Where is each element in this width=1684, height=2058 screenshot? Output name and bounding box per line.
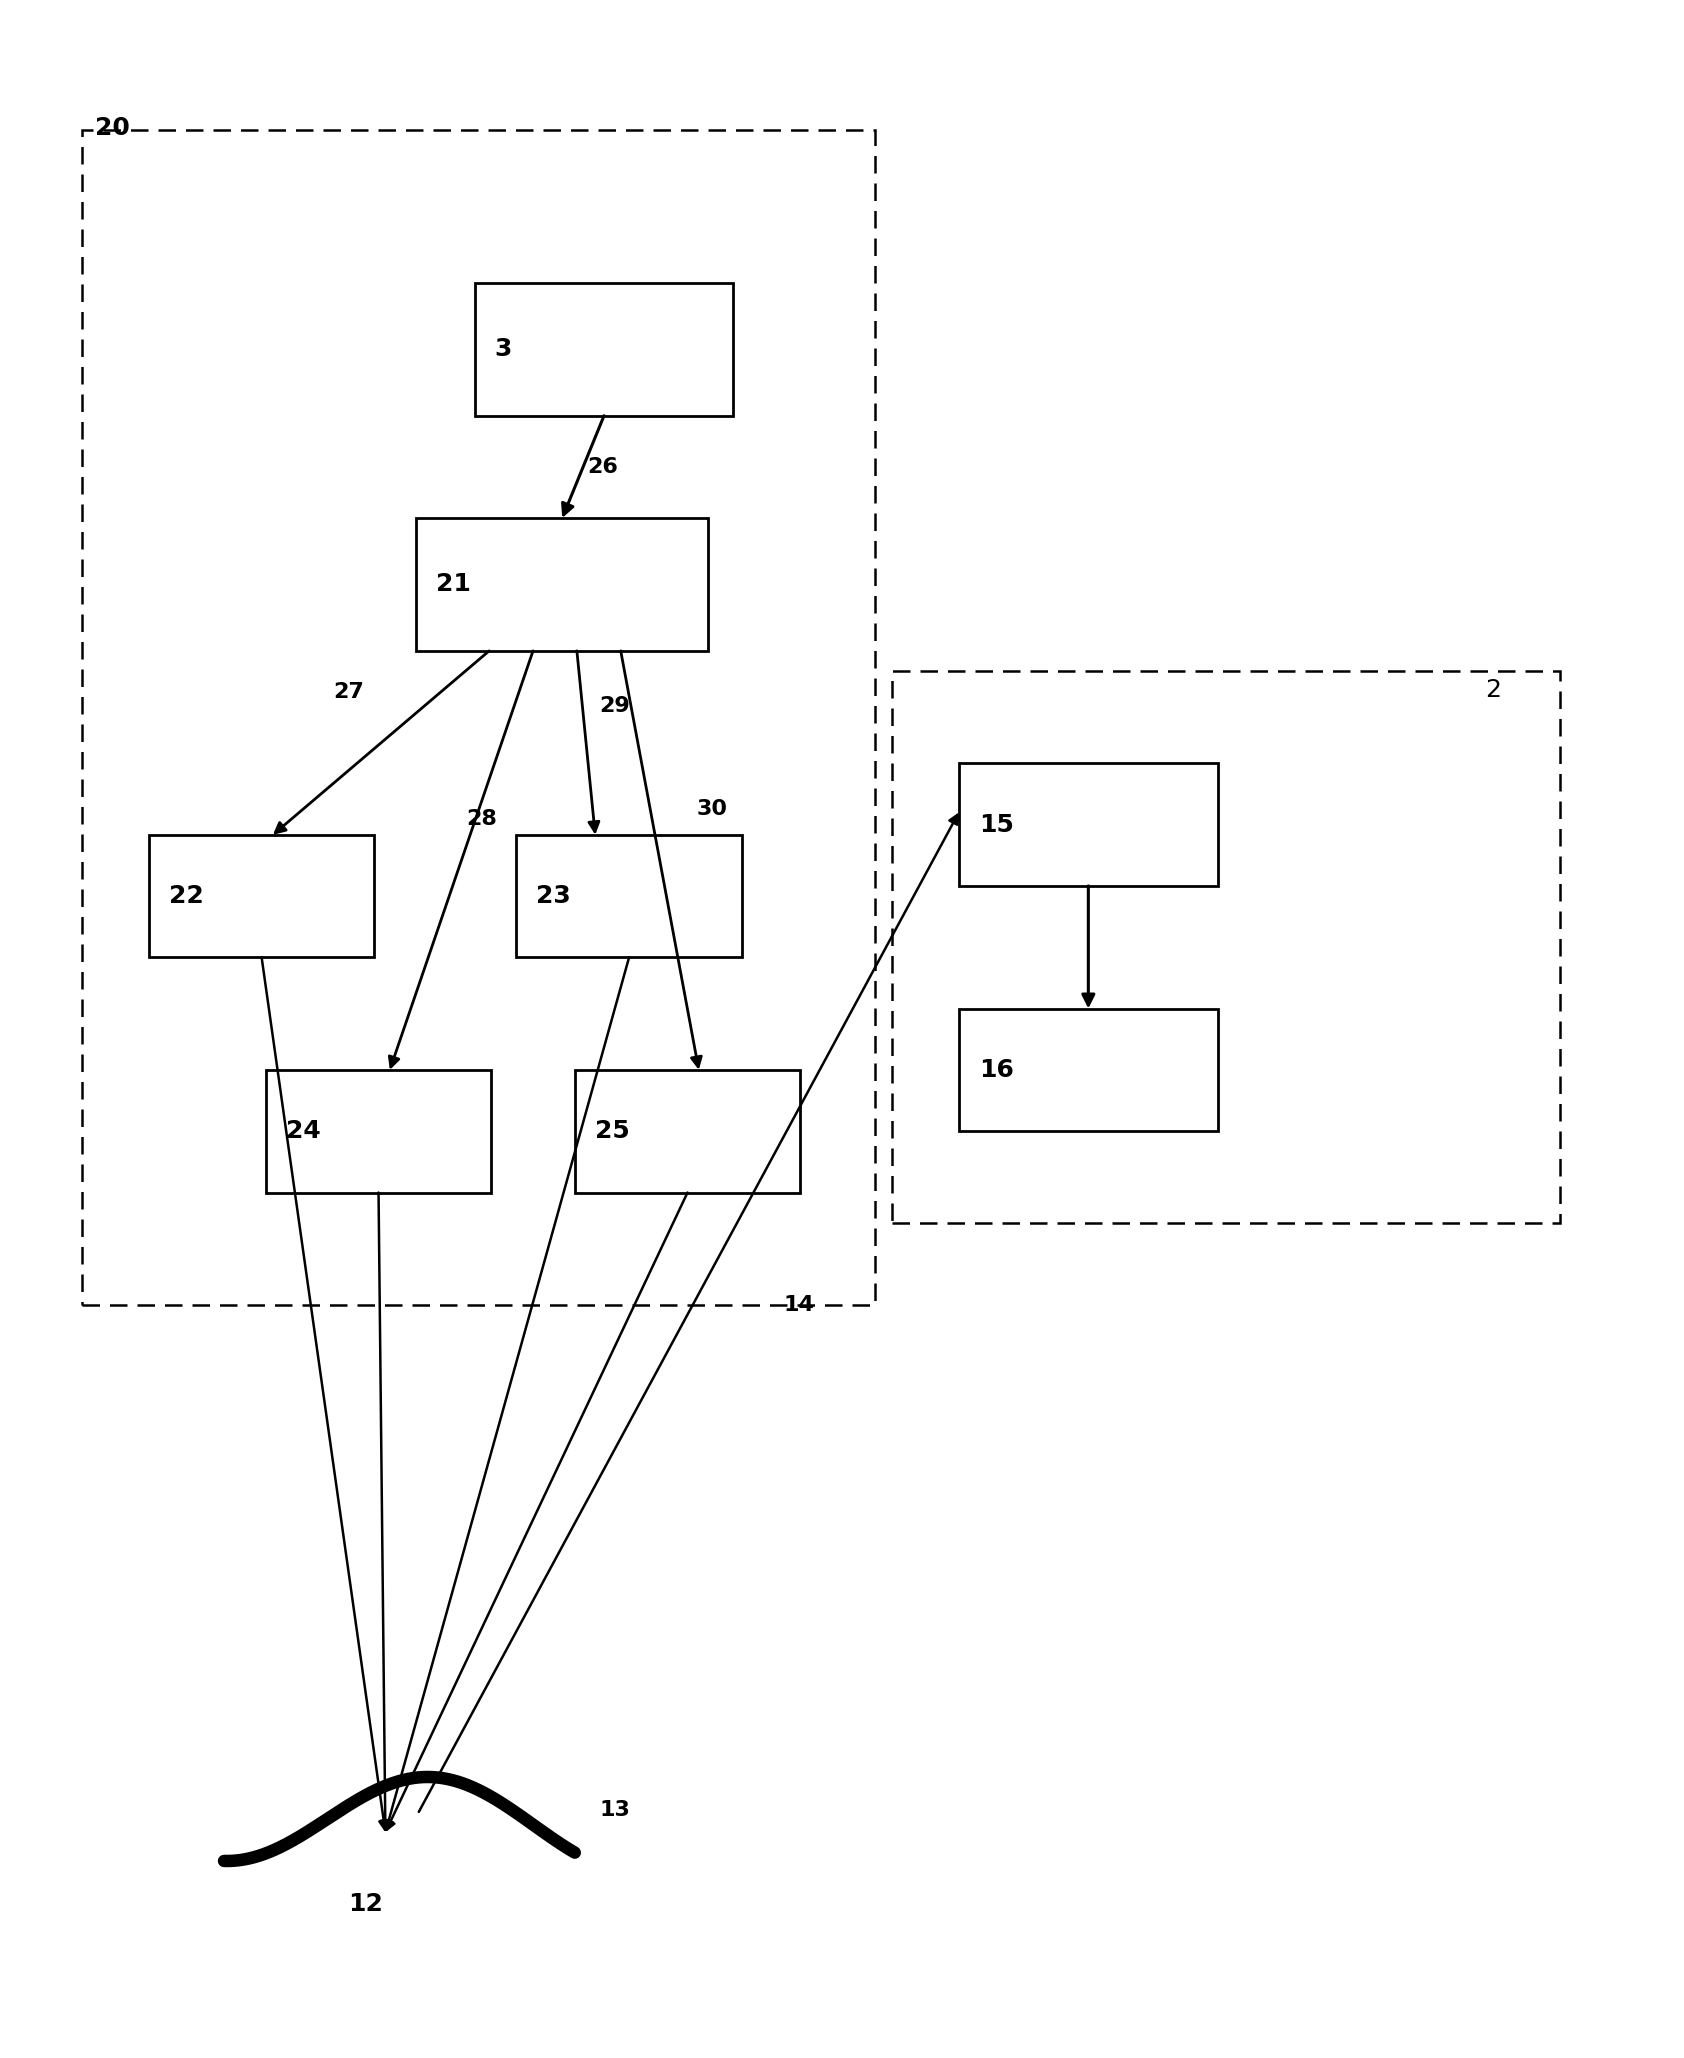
Text: 3: 3: [495, 338, 512, 362]
Bar: [958, 764, 1218, 885]
Text: 25: 25: [594, 1120, 630, 1142]
Bar: [266, 1070, 492, 1192]
Bar: [416, 519, 709, 650]
Text: 24: 24: [286, 1120, 320, 1142]
Bar: [83, 130, 876, 1305]
Bar: [574, 1070, 800, 1192]
Text: 20: 20: [96, 115, 130, 140]
Bar: [475, 282, 734, 416]
Text: 28: 28: [466, 809, 497, 829]
Text: 13: 13: [600, 1801, 632, 1819]
Bar: [148, 836, 374, 957]
Text: 12: 12: [349, 1891, 384, 1916]
Text: 16: 16: [978, 1058, 1014, 1083]
Bar: [893, 671, 1559, 1222]
Text: 22: 22: [168, 885, 204, 908]
Text: 26: 26: [588, 457, 618, 477]
Text: 30: 30: [697, 799, 727, 819]
Text: 23: 23: [537, 885, 571, 908]
Text: 21: 21: [436, 572, 472, 597]
Text: 15: 15: [978, 813, 1014, 838]
Text: 27: 27: [333, 681, 364, 702]
Bar: [958, 1008, 1218, 1132]
Text: 2: 2: [1485, 677, 1500, 702]
Text: 14: 14: [783, 1294, 815, 1315]
Text: 29: 29: [600, 696, 630, 716]
Bar: [517, 836, 741, 957]
